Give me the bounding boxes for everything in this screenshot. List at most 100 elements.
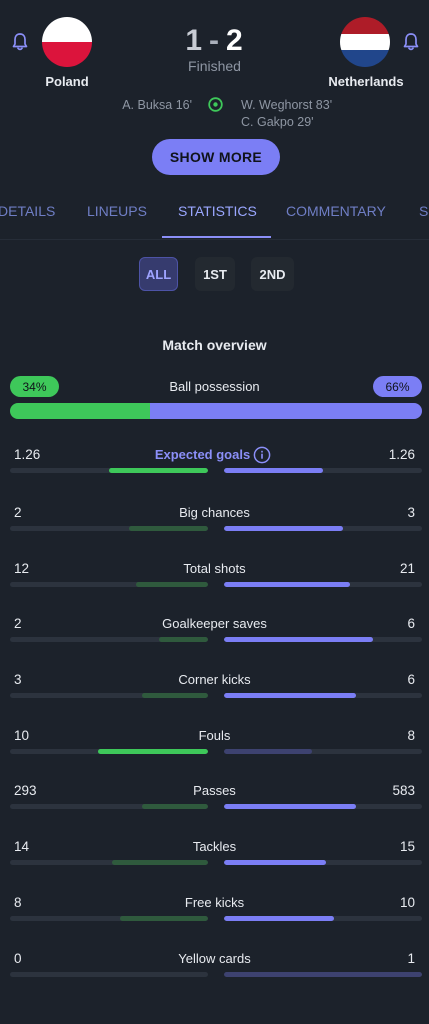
stat-away-value: 6: [407, 672, 415, 687]
stat-away-bar-track: [224, 804, 422, 809]
stat-home-bar-fill: [135, 582, 208, 587]
away-scorer: W. Weghorst 83': [241, 98, 333, 112]
tab-commentary[interactable]: COMMENTARY: [286, 203, 386, 219]
stat-away-value: 1: [407, 951, 415, 966]
stat-home-value: 0: [14, 951, 22, 966]
score-separator: -: [209, 24, 220, 57]
away-possession-fill: [150, 403, 422, 419]
stat-name: Big chances: [179, 505, 250, 520]
stat-away-value: 8: [407, 728, 415, 743]
stat-name: Yellow cards: [178, 951, 251, 966]
tab-standings[interactable]: S: [419, 203, 429, 219]
tab-statistics[interactable]: STATISTICS: [178, 203, 257, 219]
stat-away-bar-fill: [224, 749, 312, 754]
period-2nd-button[interactable]: 2ND: [251, 257, 294, 291]
section-title: Match overview: [162, 337, 267, 353]
stat-home-bar-fill: [112, 860, 208, 865]
home-score: 1: [185, 24, 203, 57]
stat-home-value: 14: [14, 839, 30, 854]
stat-row: 3 Corner kicks 6: [0, 672, 429, 712]
stat-home-value: 8: [14, 895, 22, 910]
period-all-button[interactable]: ALL: [139, 257, 178, 291]
stat-row: 8 Free kicks 10: [0, 895, 429, 935]
stat-home-bar-track: [10, 526, 208, 531]
stat-name: Total shots: [183, 561, 246, 576]
stat-name[interactable]: Expected goals: [154, 447, 251, 462]
stat-away-bar-track: [224, 749, 422, 754]
stat-home-value: 293: [14, 783, 37, 798]
stat-name: Passes: [193, 783, 236, 798]
stat-home-bar-track: [10, 916, 208, 921]
stat-home-bar-track: [10, 582, 208, 587]
stat-name: Free kicks: [184, 895, 245, 910]
stat-row: 0 Yellow cards 1: [0, 951, 429, 991]
tab-lineups[interactable]: LINEUPS: [87, 203, 147, 219]
stat-away-bar-fill: [224, 693, 357, 698]
stat-away-bar-track: [224, 526, 422, 531]
stat-home-bar-track: [10, 693, 208, 698]
stat-away-bar-fill: [224, 468, 323, 473]
stat-away-value: 21: [399, 561, 415, 576]
stat-away-bar-fill: [224, 582, 350, 587]
home-possession-fill: [10, 403, 151, 419]
stat-name: Fouls: [198, 728, 231, 743]
away-team-flag[interactable]: [340, 17, 390, 67]
home-scorers: A. Buksa 16': [100, 97, 192, 114]
stat-away-value: 583: [392, 783, 415, 798]
stat-away-bar-fill: [224, 804, 356, 809]
tab-details[interactable]: DETAILS: [0, 203, 56, 219]
stat-away-bar-track: [224, 860, 422, 865]
possession-bar: [10, 403, 422, 419]
stat-home-bar-fill: [141, 804, 208, 809]
stat-home-bar-fill: [128, 526, 208, 531]
stat-name: Corner kicks: [178, 672, 251, 687]
goal-ball-icon: [208, 97, 223, 112]
away-scorer: C. Gakpo 29': [241, 115, 314, 129]
stat-away-bar-track: [224, 693, 422, 698]
stat-away-bar-fill: [224, 972, 422, 977]
home-notification-bell-icon[interactable]: [11, 32, 29, 52]
stat-away-value: 15: [399, 839, 415, 854]
stat-row: 1.26 Expected goals 1.26: [0, 447, 429, 487]
away-team-name[interactable]: Netherlands: [328, 74, 404, 89]
away-notification-bell-icon[interactable]: [402, 32, 420, 52]
stat-row: 10 Fouls 8: [0, 728, 429, 768]
stat-home-bar-fill: [97, 749, 208, 754]
stat-row: 293 Passes 583: [0, 783, 429, 823]
stat-row: 14 Tackles 15: [0, 839, 429, 879]
stat-away-value: 6: [407, 616, 415, 631]
stat-home-bar-fill: [120, 916, 208, 921]
stat-home-bar-track: [10, 637, 208, 642]
stat-away-bar-fill: [224, 526, 343, 531]
show-more-button[interactable]: SHOW MORE: [152, 139, 280, 175]
stat-name: Tackles: [192, 839, 237, 854]
period-1st-button[interactable]: 1ST: [195, 257, 235, 291]
home-team-name[interactable]: Poland: [45, 74, 89, 89]
away-scorers: W. Weghorst 83' C. Gakpo 29': [241, 97, 351, 131]
match-status: Finished: [188, 58, 241, 74]
stat-home-value: 3: [14, 672, 22, 687]
away-score: 2: [226, 24, 244, 57]
stat-home-bar-fill: [158, 637, 208, 642]
stat-home-value: 10: [14, 728, 30, 743]
stat-home-value: 12: [14, 561, 30, 576]
home-scorer: A. Buksa 16': [122, 98, 192, 112]
info-circle-icon[interactable]: [253, 446, 271, 464]
stat-away-bar-track: [224, 916, 422, 921]
stat-home-bar-fill: [142, 693, 208, 698]
stat-away-bar-track: [224, 582, 422, 587]
tab-divider: [0, 239, 429, 240]
possession-label: Ball possession: [169, 379, 260, 394]
stat-away-bar-fill: [224, 860, 327, 865]
stat-row: 2 Big chances 3: [0, 505, 429, 545]
stat-away-bar-track: [224, 637, 422, 642]
stat-row: 12 Total shots 21: [0, 561, 429, 601]
active-tab-indicator: [162, 236, 271, 238]
stat-home-bar-fill: [109, 468, 208, 473]
tab-bar: DETAILS LINEUPS STATISTICS COMMENTARY S: [0, 203, 429, 239]
home-possession-badge: 34%: [10, 376, 59, 397]
away-possession-badge: 66%: [373, 376, 422, 397]
stat-away-value: 3: [407, 505, 415, 520]
stat-home-bar-track: [10, 468, 208, 473]
stat-home-value: 2: [14, 616, 22, 631]
